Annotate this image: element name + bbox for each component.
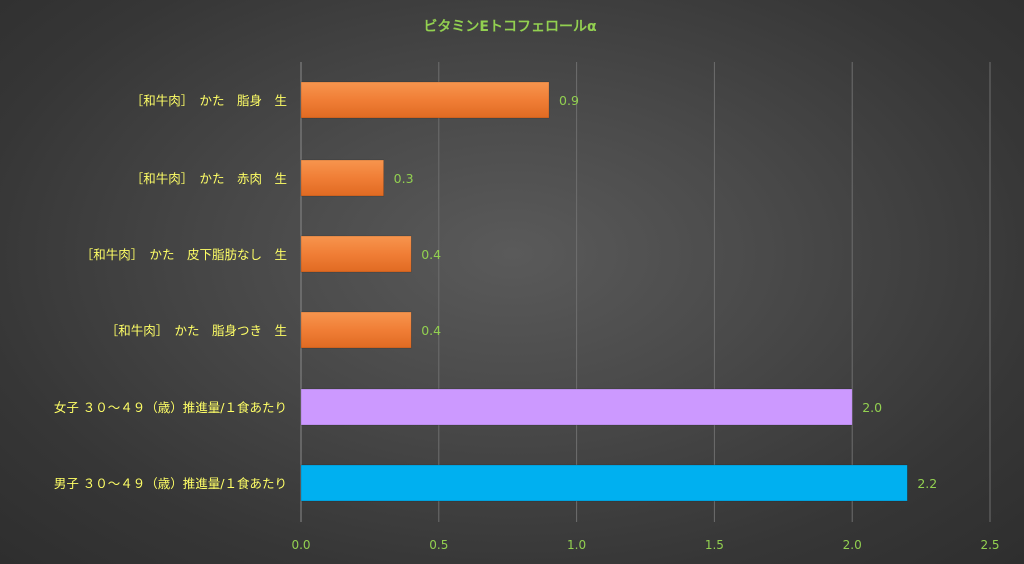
bar [300,235,412,273]
bar [300,464,908,502]
category-label: 女子 ３０～４９（歳）推進量/１食あたり [54,400,287,415]
bar [300,311,412,349]
x-tick-label: 2.5 [980,538,999,552]
data-label: 2.0 [862,400,882,415]
category-labels: ［和牛肉］ かた 脂身 生 ［和牛肉］ かた 赤肉 生 ［和牛肉］ かた 皮下脂肪な… [54,93,287,491]
x-tick-label: 2.0 [843,538,862,552]
bar [300,81,550,119]
x-axis-ticks: 0.0 0.5 1.0 1.5 2.0 2.5 [291,538,999,552]
bar [300,159,384,197]
data-label: 0.4 [421,323,441,338]
category-label: ［和牛肉］ かた 赤肉 生 [131,171,287,186]
data-label: 0.9 [559,93,579,108]
data-label: 2.2 [917,476,937,491]
bars [300,81,908,502]
bar [300,388,853,426]
chart-title: ビタミンEトコフェロールα [423,19,597,35]
category-label: ［和牛肉］ かた 皮下脂肪なし 生 [81,247,287,262]
data-label: 0.4 [421,247,441,262]
category-label: ［和牛肉］ かた 脂身つき 生 [106,323,287,338]
gridlines [300,62,991,522]
category-label: 男子 ３０～４９（歳）推進量/１食あたり [54,476,287,491]
x-tick-label: 1.0 [567,538,586,552]
data-label: 0.3 [394,171,414,186]
value-labels: 0.9 0.3 0.4 0.4 2.0 2.2 [394,93,938,491]
category-label: ［和牛肉］ かた 脂身 生 [131,93,287,108]
x-tick-label: 0.0 [291,538,310,552]
x-tick-label: 0.5 [429,538,448,552]
x-tick-label: 1.5 [705,538,724,552]
